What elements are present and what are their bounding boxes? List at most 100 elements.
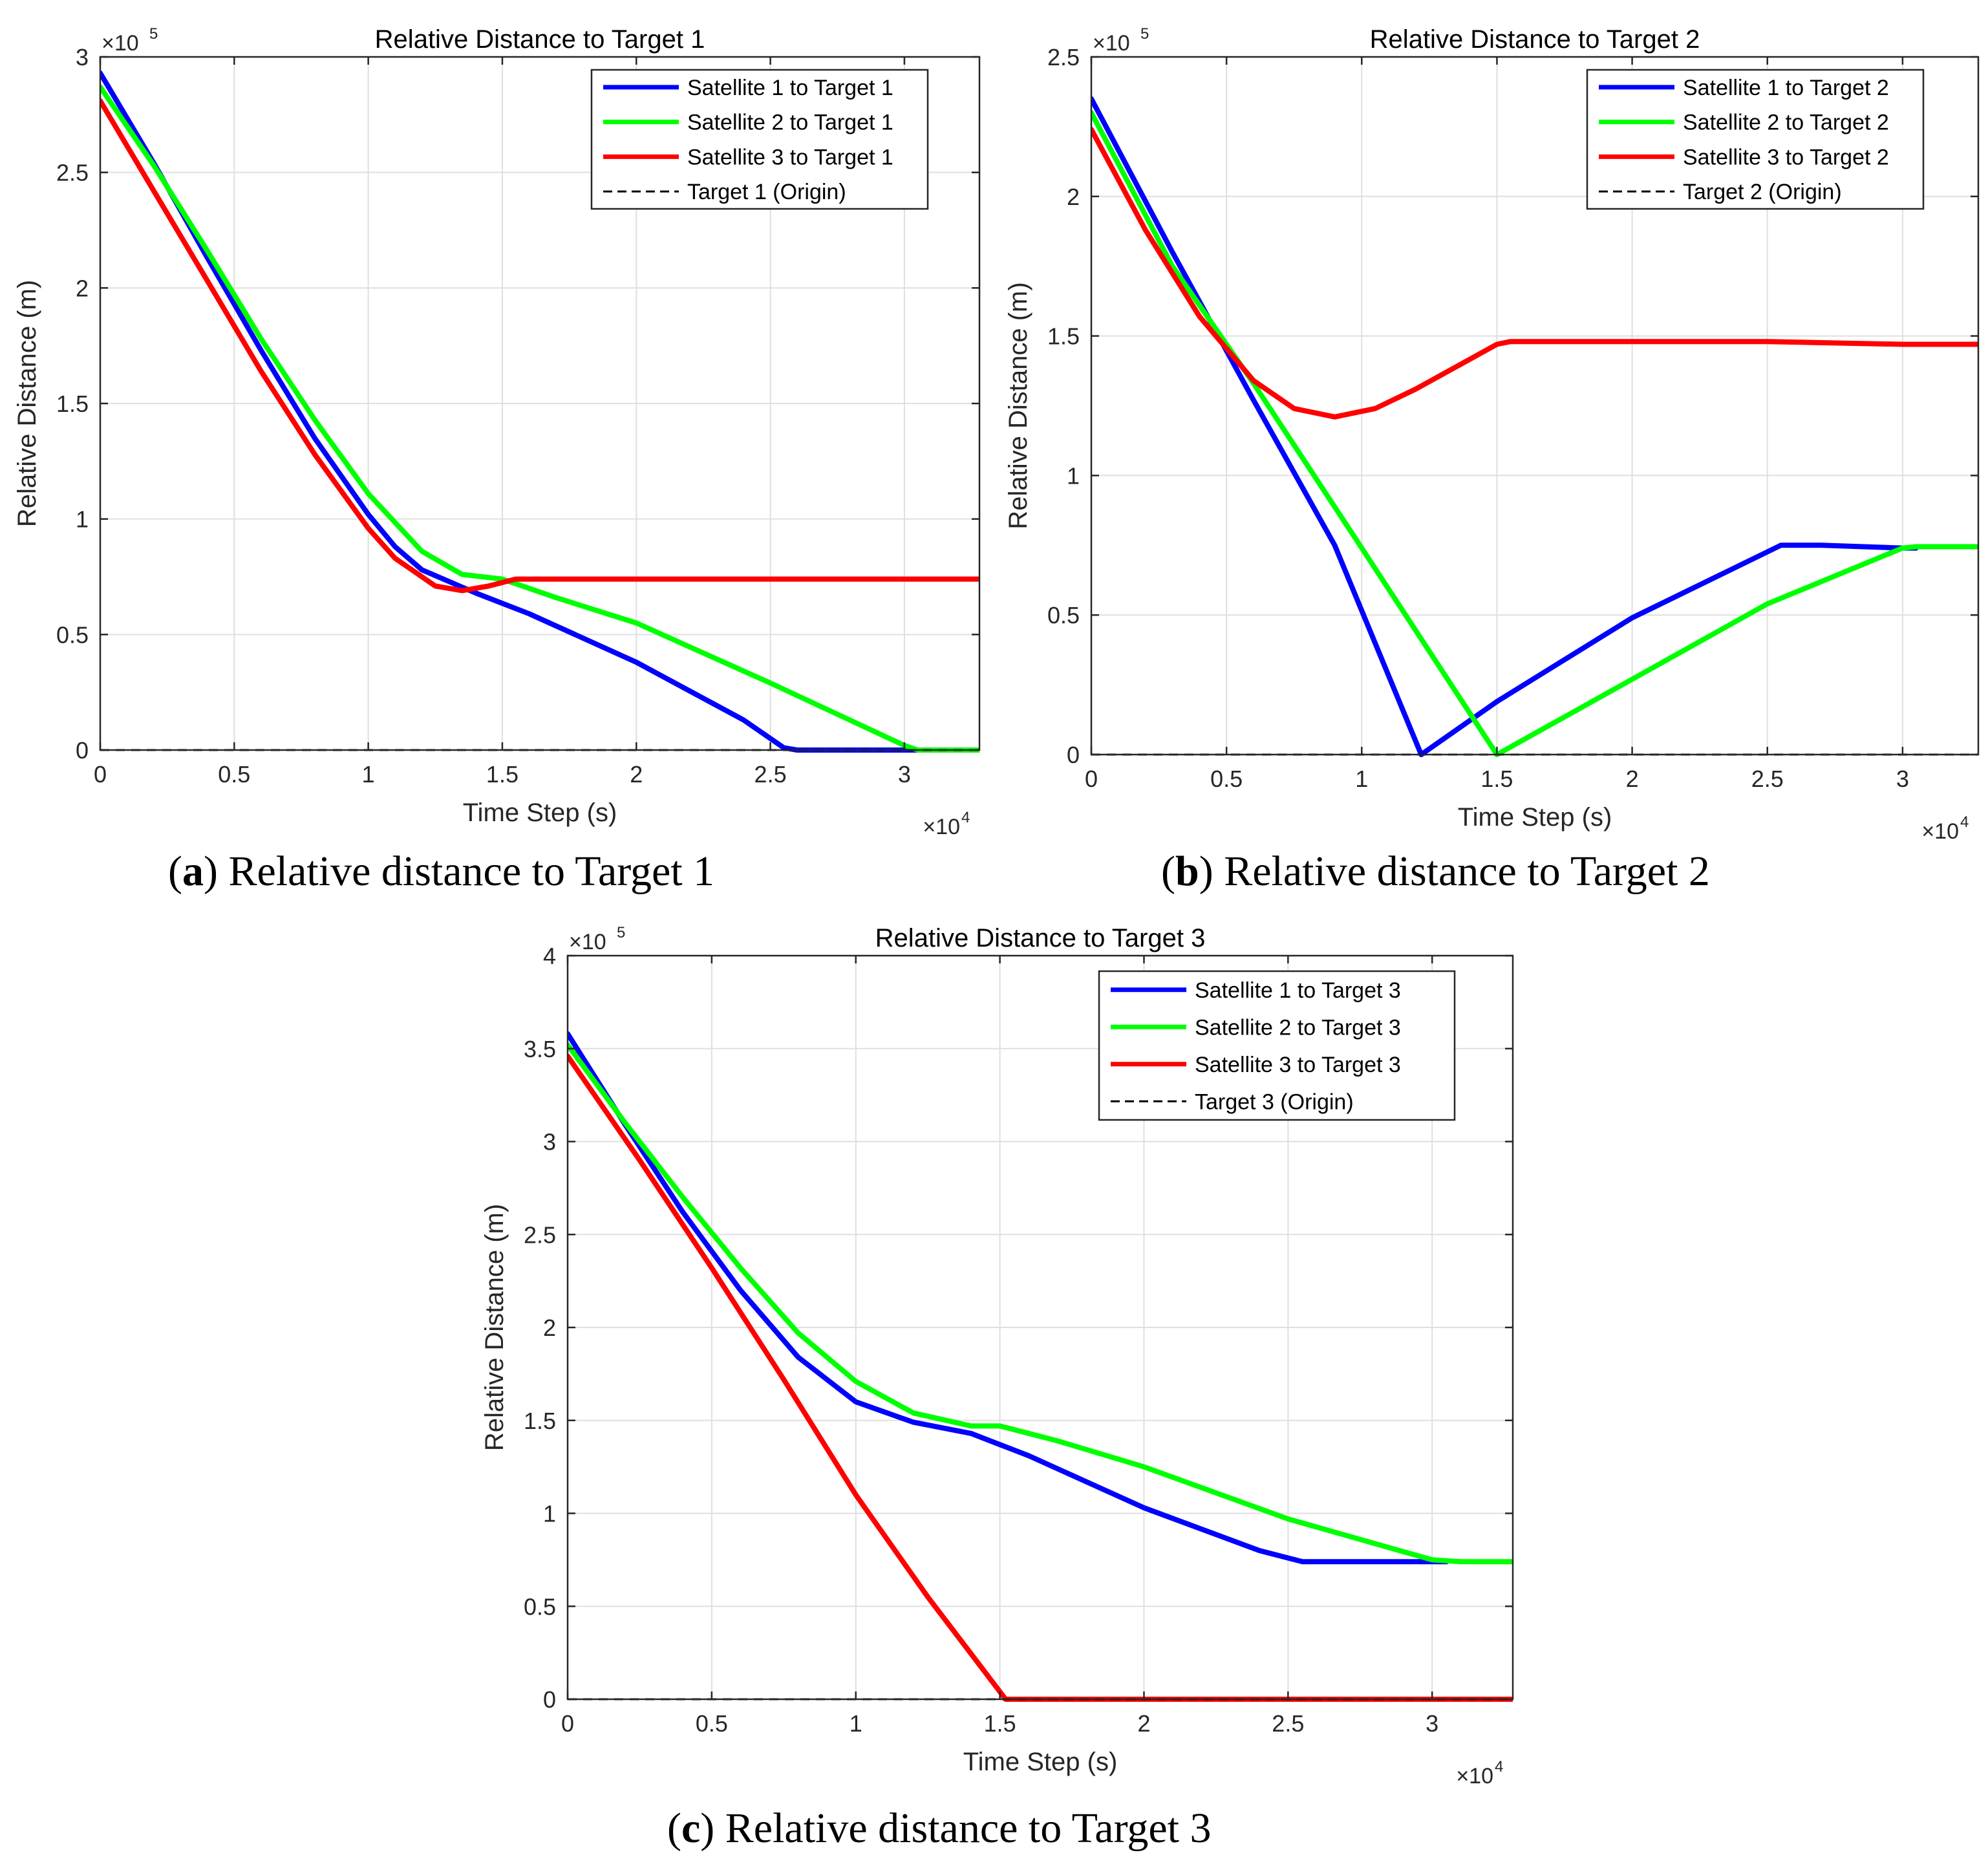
legend-label-2: Satellite 2 to Target 3 (1195, 1015, 1401, 1040)
caption-b-letter: b (1175, 848, 1199, 895)
legend-label-3: Satellite 3 to Target 1 (687, 145, 893, 169)
y-tick-label: 2.5 (56, 160, 89, 186)
y-tick-label: 4 (543, 943, 556, 969)
series-line-2 (568, 1042, 1513, 1565)
x-tick-label: 2.5 (1751, 766, 1784, 792)
legend-label-2: Satellite 2 to Target 1 (687, 111, 893, 135)
series-line-2 (1091, 110, 1978, 757)
chart-title: Relative Distance to Target 3 (875, 924, 1206, 952)
caption-c-letter: c (681, 1805, 701, 1852)
caption-c-text: Relative distance to Target 3 (714, 1805, 1212, 1852)
x-tick-label: 1.5 (1480, 766, 1513, 792)
x-tick-label: 3 (1426, 1710, 1438, 1737)
y-tick-label: 0.5 (524, 1593, 556, 1620)
x-tick-label: 0 (561, 1710, 574, 1737)
legend-label-3: Satellite 3 to Target 3 (1195, 1053, 1401, 1077)
x-tick-label: 1 (1355, 766, 1368, 792)
chart-panel-3: 0 0.5 1 1.5 2 2.5 300.511.522.533.54×10 4×10 5 Re… (480, 924, 1514, 1788)
x-tick-label: 3 (898, 761, 911, 788)
y-tick-label: 0.5 (56, 621, 89, 648)
y-tick-label: 2 (543, 1315, 556, 1341)
caption-b: (b) Relative distance to Target 2 (1161, 848, 1710, 895)
legend: Satellite 1 to Target 3 Satellite 2 to Ta… (1098, 970, 1456, 1121)
y-tick-label: 3 (543, 1129, 556, 1155)
y-tick-label: 1.5 (56, 391, 89, 417)
legend-label-2: Satellite 2 to Target 2 (1683, 111, 1889, 135)
legend-label-4: Target 1 (Origin) (687, 180, 846, 204)
chart-panel-2: 0 0.5 1 1.5 2 2.5 300.511.522.5×10 4×10 5 Relativ… (1004, 25, 1980, 844)
y-multiplier-exponent: 5 (149, 25, 158, 43)
x-tick-label: 1.5 (486, 761, 518, 788)
x-axis-label: Time Step (s) (1458, 803, 1612, 832)
x-tick-label: 1 (850, 1710, 862, 1737)
y-tick-label: 1.5 (1047, 323, 1080, 350)
y-tick-label: 1 (1067, 462, 1080, 489)
x-tick-label: 2.5 (754, 761, 787, 788)
y-tick-label: 1 (543, 1501, 556, 1527)
y-axis-label: Relative Distance (m) (1004, 282, 1032, 529)
x-tick-label: 2 (1626, 766, 1639, 792)
y-tick-label: 2 (76, 275, 89, 301)
caption-c: (c) Relative distance to Target 3 (667, 1805, 1212, 1852)
chart-title: Relative Distance to Target 1 (375, 25, 705, 54)
x-tick-label: 1.5 (984, 1710, 1016, 1737)
series-line-1 (568, 1031, 1449, 1565)
y-tick-label: 2.5 (1047, 44, 1080, 70)
y-tick-label: 0.5 (1047, 602, 1080, 628)
y-tick-label: 0 (543, 1686, 556, 1713)
x-axis-label: Time Step (s) (463, 799, 617, 827)
caption-a: (a) Relative distance to Target 1 (168, 848, 715, 895)
legend-label-1: Satellite 1 to Target 2 (1683, 76, 1889, 100)
x-tick-label: 0 (94, 761, 107, 788)
legend-label-4: Target 3 (Origin) (1195, 1090, 1354, 1114)
y-multiplier: ×10 (569, 930, 606, 954)
x-multiplier-exponent: 4 (1495, 1758, 1503, 1776)
legend-box (590, 69, 929, 210)
y-tick-label: 0 (76, 737, 89, 764)
x-tick-label: 0.5 (696, 1710, 728, 1737)
y-tick-label: 1.5 (524, 1408, 556, 1434)
x-multiplier: ×10 (1456, 1764, 1493, 1788)
legend-label-1: Satellite 1 to Target 1 (687, 76, 893, 100)
caption-a-text: Relative distance to Target 1 (217, 848, 715, 895)
caption-b-text: Relative distance to Target 2 (1213, 848, 1710, 895)
y-axis-label: Relative Distance (m) (480, 1204, 509, 1451)
x-tick-label: 0.5 (218, 761, 250, 788)
series-line-2 (100, 84, 979, 753)
y-tick-label: 3.5 (524, 1036, 556, 1062)
y-axis-label: Relative Distance (m) (13, 280, 41, 527)
y-tick-label: 2 (1067, 184, 1080, 210)
x-tick-label: 2.5 (1272, 1710, 1304, 1737)
x-axis-label: Time Step (s) (963, 1748, 1118, 1776)
series-line-1 (100, 70, 979, 753)
axes-box (1090, 56, 1980, 756)
y-multiplier-exponent: 5 (1140, 25, 1149, 43)
x-multiplier: ×10 (923, 815, 960, 839)
chart-panel-1: 0 0.5 1 1.5 2 2.5 300.511.522.53×10 4×10 5 Relati… (13, 25, 981, 839)
x-tick-label: 0.5 (1210, 766, 1243, 792)
y-tick-label: 0 (1067, 742, 1080, 768)
y-multiplier-exponent: 5 (617, 924, 625, 941)
series-line-3 (1091, 127, 1978, 420)
y-multiplier: ×10 (102, 31, 139, 56)
y-multiplier: ×10 (1093, 31, 1130, 56)
legend-box (1586, 69, 1925, 210)
x-tick-label: 0 (1085, 766, 1098, 792)
legend: Satellite 1 to Target 1 Satellite 2 to Ta… (590, 69, 929, 210)
chart-title: Relative Distance to Target 2 (1370, 25, 1700, 54)
legend: Satellite 1 to Target 2 Satellite 2 to Ta… (1586, 69, 1925, 210)
x-tick-label: 1 (362, 761, 375, 788)
legend-label-1: Satellite 1 to Target 3 (1195, 978, 1401, 1003)
x-tick-label: 2 (630, 761, 643, 788)
legend-box (1098, 970, 1456, 1121)
x-multiplier-exponent: 4 (961, 809, 970, 826)
y-tick-label: 1 (76, 506, 89, 533)
series-line-3 (100, 98, 979, 594)
caption-a-letter: a (182, 848, 204, 895)
y-tick-label: 2.5 (524, 1221, 556, 1248)
legend-label-4: Target 2 (Origin) (1683, 180, 1842, 204)
x-multiplier-exponent: 4 (1960, 813, 1969, 831)
x-multiplier: ×10 (1921, 819, 1959, 844)
legend-label-3: Satellite 3 to Target 2 (1683, 145, 1889, 169)
x-tick-label: 3 (1896, 766, 1909, 792)
